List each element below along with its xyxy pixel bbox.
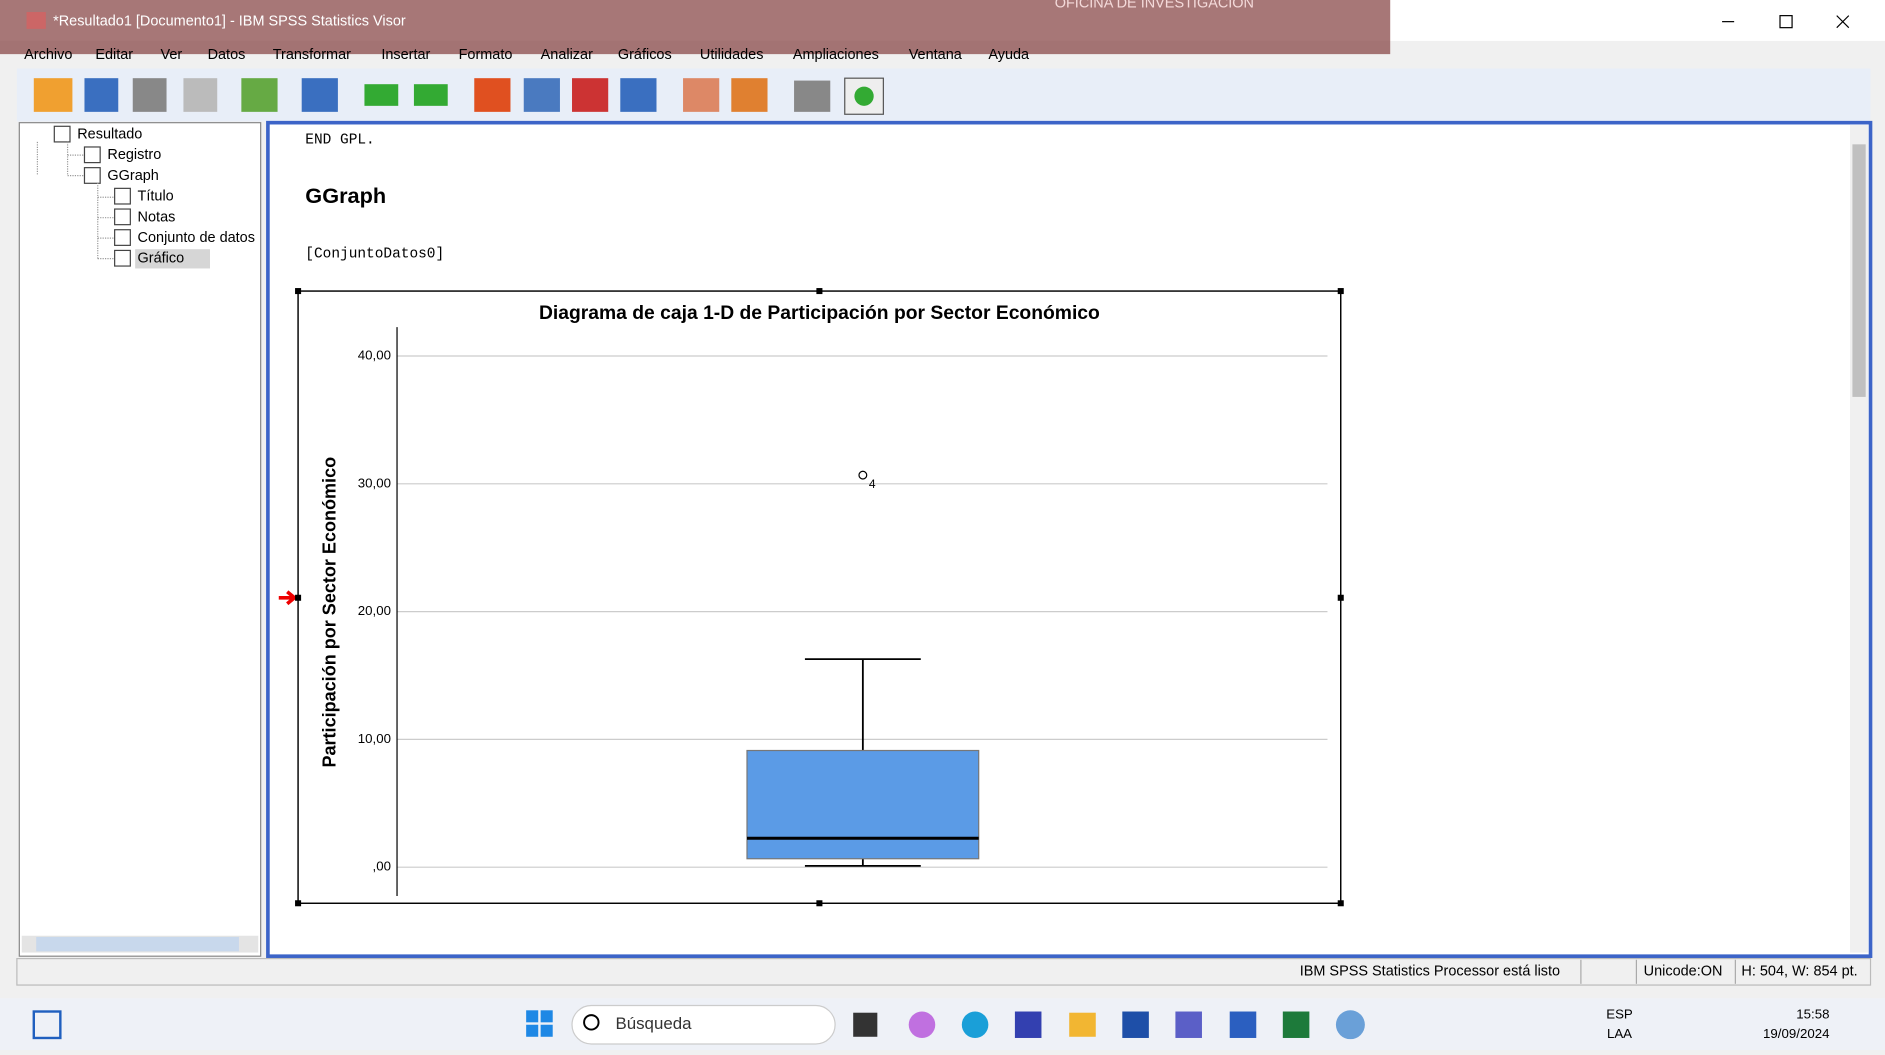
taskbar [0, 998, 1885, 1050]
y-axis-label: Participación por Sector Económico [319, 457, 339, 768]
toolbar [17, 69, 1871, 122]
outlier-label: 4 [869, 477, 876, 491]
app-icon[interactable] [1015, 1012, 1042, 1038]
clock-date[interactable]: 19/09/2024 [1763, 1026, 1829, 1041]
navigator-pane [19, 123, 260, 957]
status-unicode: Unicode:ON [1644, 964, 1723, 980]
tree-item[interactable]: Gráfico [138, 251, 185, 267]
open-icon[interactable] [34, 78, 73, 112]
content-scroll-thumb[interactable] [1852, 144, 1865, 397]
insert-icon[interactable] [572, 78, 608, 112]
tree-item[interactable]: Título [138, 189, 174, 205]
add-icon-dot [854, 87, 873, 106]
status-size: H: 504, W: 854 pt. [1741, 964, 1857, 980]
tree-icon[interactable] [115, 230, 131, 246]
search-placeholder[interactable]: Búsqueda [615, 1014, 692, 1033]
resize-handle[interactable] [1338, 288, 1344, 294]
page: { "window": {"title": "*Resultado1 [Docu… [0, 0, 1885, 1050]
menu-item[interactable]: Datos [208, 47, 246, 63]
export-icon[interactable] [241, 78, 277, 112]
start-tile [541, 1010, 553, 1022]
menu-item[interactable]: Formato [459, 47, 513, 63]
status-message: IBM SPSS Statistics Processor está listo [1300, 964, 1560, 980]
menu-item[interactable]: Transformar [273, 47, 351, 63]
tree-item[interactable]: Registro [107, 147, 161, 163]
resize-handle[interactable] [295, 900, 301, 906]
background-text: OFICINA DE INVESTIGACIÓN [1055, 0, 1254, 11]
app-icon[interactable] [909, 1012, 936, 1038]
menu-item[interactable]: Analizar [541, 47, 593, 63]
output-icon[interactable] [524, 78, 560, 112]
app-icon[interactable] [853, 1013, 877, 1037]
app-icon[interactable] [1122, 1012, 1149, 1038]
tree-icon[interactable] [84, 147, 100, 163]
app-icon[interactable] [1175, 1012, 1202, 1038]
y-tick-label: ,00 [373, 859, 391, 874]
undo-icon[interactable] [364, 84, 398, 106]
chart-title: Diagrama de caja 1-D de Participación po… [539, 303, 1100, 324]
resize-handle[interactable] [1338, 900, 1344, 906]
resize-handle[interactable] [295, 595, 301, 601]
menu-item[interactable]: Ayuda [988, 47, 1030, 63]
menu-item[interactable]: Ampliaciones [793, 47, 879, 63]
keyboard-layout[interactable]: LAA [1607, 1026, 1632, 1041]
menu-item[interactable]: Gráficos [618, 47, 672, 63]
tree-icon[interactable] [115, 250, 131, 266]
start-tile [541, 1025, 553, 1037]
y-tick-label: 20,00 [358, 603, 391, 618]
edit-icon[interactable] [683, 78, 719, 112]
script-icon[interactable] [731, 78, 767, 112]
y-tick-label: 10,00 [358, 731, 391, 746]
app-icon[interactable] [1336, 1010, 1365, 1039]
language[interactable]: ESP [1606, 1007, 1633, 1022]
print-icon[interactable] [133, 78, 167, 112]
save-icon[interactable] [84, 78, 118, 112]
resize-handle[interactable] [1338, 595, 1344, 601]
tree-item[interactable]: GGraph [107, 168, 158, 184]
menu-item[interactable]: Ventana [909, 47, 963, 63]
tree-icon[interactable] [115, 188, 131, 204]
variables-icon[interactable] [620, 78, 656, 112]
clock-time[interactable]: 15:58 [1796, 1007, 1829, 1022]
star-icon[interactable] [474, 78, 510, 112]
app-icon [27, 12, 46, 29]
y-tick-label: 30,00 [358, 475, 391, 490]
preview-icon[interactable] [183, 78, 217, 112]
start-tile [526, 1025, 538, 1037]
syntax-text: END GPL. [305, 132, 374, 148]
resize-handle[interactable] [816, 288, 822, 294]
tree-icon[interactable] [84, 168, 100, 184]
redo-icon[interactable] [414, 84, 448, 106]
screen: *Resultado1 [Documento1] - IBM SPSS Stat… [0, 0, 1885, 1050]
resize-handle[interactable] [816, 900, 822, 906]
app-icon[interactable] [1283, 1012, 1310, 1038]
status-bar [17, 959, 1871, 985]
tree-item[interactable]: Conjunto de datos [138, 230, 255, 246]
goto-icon[interactable] [302, 78, 338, 112]
tree-item[interactable]: Notas [138, 209, 176, 225]
tree-icon[interactable] [115, 209, 131, 225]
start-tile [526, 1010, 538, 1022]
disabled-icon [794, 81, 830, 112]
menu-item[interactable]: Editar [95, 47, 133, 63]
menu-item[interactable]: Insertar [381, 47, 430, 63]
app-icon[interactable] [1230, 1012, 1257, 1038]
resize-handle[interactable] [295, 288, 301, 294]
app-icon[interactable] [962, 1012, 989, 1038]
menu-item[interactable]: Archivo [24, 47, 72, 63]
search-box[interactable] [572, 1005, 835, 1043]
tree-icon[interactable] [54, 126, 70, 142]
output-heading: GGraph [305, 183, 386, 208]
window-title: *Resultado1 [Documento1] - IBM SPSS Stat… [53, 13, 406, 29]
dataset-text: [ConjuntoDatos0] [305, 247, 444, 263]
menu-item[interactable]: Ver [161, 47, 183, 63]
y-tick-label: 40,00 [358, 348, 391, 363]
tree-item[interactable]: Resultado [77, 127, 142, 143]
app-icon[interactable] [1069, 1013, 1096, 1037]
navigator-scroll-thumb[interactable] [36, 937, 239, 951]
menu-item[interactable]: Utilidades [700, 47, 764, 63]
box [747, 751, 979, 859]
